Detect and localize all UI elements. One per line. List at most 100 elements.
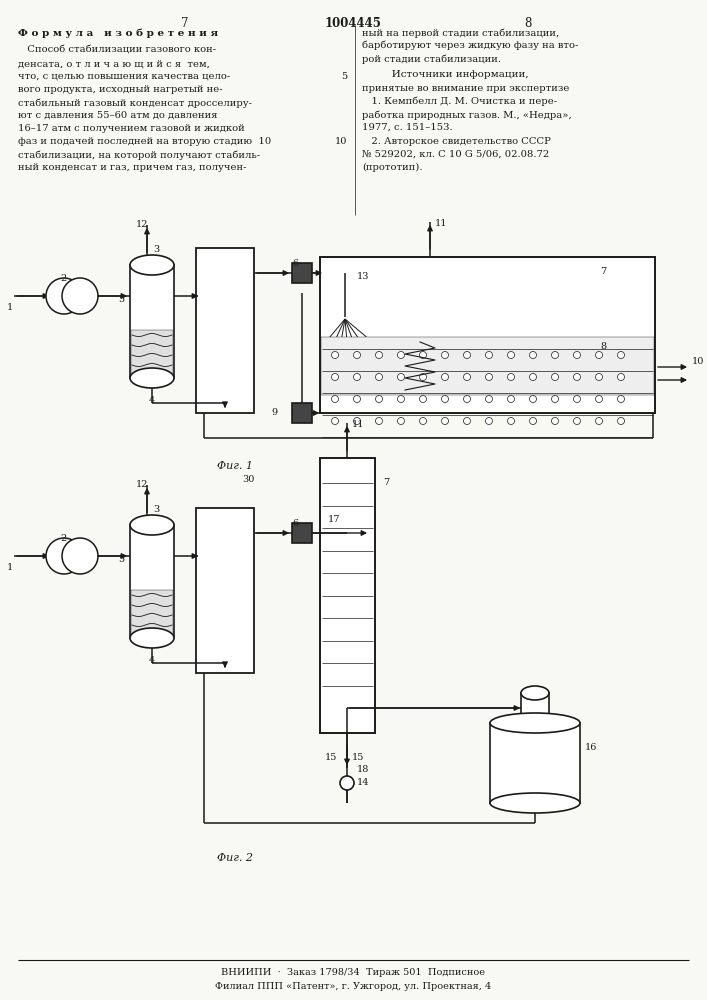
Circle shape xyxy=(595,352,602,359)
Circle shape xyxy=(441,352,448,359)
Ellipse shape xyxy=(130,368,174,388)
Text: 16–17 атм с получением газовой и жидкой: 16–17 атм с получением газовой и жидкой xyxy=(18,124,245,133)
Circle shape xyxy=(46,278,82,314)
Text: 3: 3 xyxy=(153,245,159,254)
Circle shape xyxy=(62,538,98,574)
Circle shape xyxy=(375,395,382,402)
Bar xyxy=(130,525,174,638)
Text: 6: 6 xyxy=(292,259,298,268)
Circle shape xyxy=(508,352,515,359)
Bar xyxy=(196,248,254,413)
Text: (прототип).: (прототип). xyxy=(362,163,423,172)
Text: 5: 5 xyxy=(341,72,347,81)
Ellipse shape xyxy=(490,713,580,733)
Text: 30: 30 xyxy=(242,475,255,484)
Text: 11: 11 xyxy=(352,420,365,429)
Text: барботируют через жидкую фазу на вто-: барботируют через жидкую фазу на вто- xyxy=(362,41,578,50)
Circle shape xyxy=(46,538,82,574)
Circle shape xyxy=(62,278,98,314)
Text: стабильный газовый конденсат дросселиру-: стабильный газовый конденсат дросселиру- xyxy=(18,98,252,107)
Text: принятые во внимание при экспертизе: принятые во внимание при экспертизе xyxy=(362,84,569,93)
Text: 6: 6 xyxy=(292,519,298,528)
Circle shape xyxy=(332,395,339,402)
Circle shape xyxy=(354,395,361,402)
Text: 1977, с. 151–153.: 1977, с. 151–153. xyxy=(362,123,452,132)
Text: 5: 5 xyxy=(118,555,124,564)
Text: 15: 15 xyxy=(325,753,337,762)
Circle shape xyxy=(419,373,426,380)
Text: 1: 1 xyxy=(7,563,13,572)
Circle shape xyxy=(595,395,602,402)
Circle shape xyxy=(617,373,624,380)
Circle shape xyxy=(595,373,602,380)
Text: 7: 7 xyxy=(181,17,189,30)
Circle shape xyxy=(441,418,448,424)
Text: 13: 13 xyxy=(357,272,370,281)
Bar xyxy=(292,403,312,423)
Circle shape xyxy=(464,395,470,402)
Circle shape xyxy=(530,395,537,402)
Circle shape xyxy=(419,418,426,424)
Text: 1004445: 1004445 xyxy=(325,17,382,30)
Circle shape xyxy=(354,373,361,380)
Text: Φиг. 1: Φиг. 1 xyxy=(217,461,253,471)
Text: Способ стабилизации газового кон-: Способ стабилизации газового кон- xyxy=(18,46,216,55)
Text: 16: 16 xyxy=(585,743,597,752)
Text: 14: 14 xyxy=(357,778,370,787)
Text: денсата, о т л и ч а ю щ и й с я  тем,: денсата, о т л и ч а ю щ и й с я тем, xyxy=(18,59,210,68)
Text: что, с целью повышения качества цело-: что, с целью повышения качества цело- xyxy=(18,72,230,81)
Circle shape xyxy=(419,395,426,402)
Text: вого продукта, исходный нагретый не-: вого продукта, исходный нагретый не- xyxy=(18,85,223,94)
Ellipse shape xyxy=(490,793,580,813)
Text: 8: 8 xyxy=(525,17,532,30)
Ellipse shape xyxy=(521,686,549,700)
Circle shape xyxy=(464,373,470,380)
Circle shape xyxy=(397,352,404,359)
Text: 2: 2 xyxy=(60,274,66,283)
Text: 7: 7 xyxy=(600,267,606,276)
Text: 10: 10 xyxy=(692,357,704,366)
Text: 4: 4 xyxy=(149,656,155,665)
Circle shape xyxy=(551,373,559,380)
Bar xyxy=(320,257,655,413)
Circle shape xyxy=(397,373,404,380)
Circle shape xyxy=(332,418,339,424)
Text: ный на первой стадии стабилизации,: ный на первой стадии стабилизации, xyxy=(362,28,559,37)
Circle shape xyxy=(332,373,339,380)
Bar xyxy=(130,265,174,378)
Text: 3: 3 xyxy=(153,505,159,514)
Circle shape xyxy=(595,418,602,424)
Circle shape xyxy=(617,418,624,424)
Circle shape xyxy=(508,418,515,424)
Text: Филиал ППП «Патент», г. Ужгород, ул. Проектная, 4: Филиал ППП «Патент», г. Ужгород, ул. Про… xyxy=(215,982,491,991)
Text: 12: 12 xyxy=(136,220,148,229)
Text: 4: 4 xyxy=(149,396,155,405)
Circle shape xyxy=(419,352,426,359)
Circle shape xyxy=(617,352,624,359)
Circle shape xyxy=(464,418,470,424)
Bar xyxy=(490,723,580,803)
Circle shape xyxy=(354,352,361,359)
Circle shape xyxy=(530,418,537,424)
Text: 9: 9 xyxy=(271,408,277,417)
Circle shape xyxy=(340,776,354,790)
Text: 15: 15 xyxy=(352,753,364,762)
Text: 18: 18 xyxy=(357,765,369,774)
Circle shape xyxy=(486,373,493,380)
Text: фаз и подачей последней на вторую стадию  10: фаз и подачей последней на вторую стадию… xyxy=(18,137,271,146)
Text: 12: 12 xyxy=(136,480,148,489)
Bar xyxy=(196,508,254,673)
Text: 17: 17 xyxy=(328,515,341,524)
Bar xyxy=(321,337,654,395)
Circle shape xyxy=(551,395,559,402)
Text: 1: 1 xyxy=(7,303,13,312)
Circle shape xyxy=(573,373,580,380)
Circle shape xyxy=(397,395,404,402)
Text: Источники информации,: Источники информации, xyxy=(382,70,529,79)
Text: 2. Авторское свидетельство СССР: 2. Авторское свидетельство СССР xyxy=(362,137,551,146)
Circle shape xyxy=(354,418,361,424)
Ellipse shape xyxy=(130,255,174,275)
Text: 10: 10 xyxy=(334,137,347,146)
Text: Ф о р м у л а   и з о б р е т е н и я: Ф о р м у л а и з о б р е т е н и я xyxy=(18,28,218,37)
Text: ют с давления 55–60 атм до давления: ют с давления 55–60 атм до давления xyxy=(18,111,218,120)
